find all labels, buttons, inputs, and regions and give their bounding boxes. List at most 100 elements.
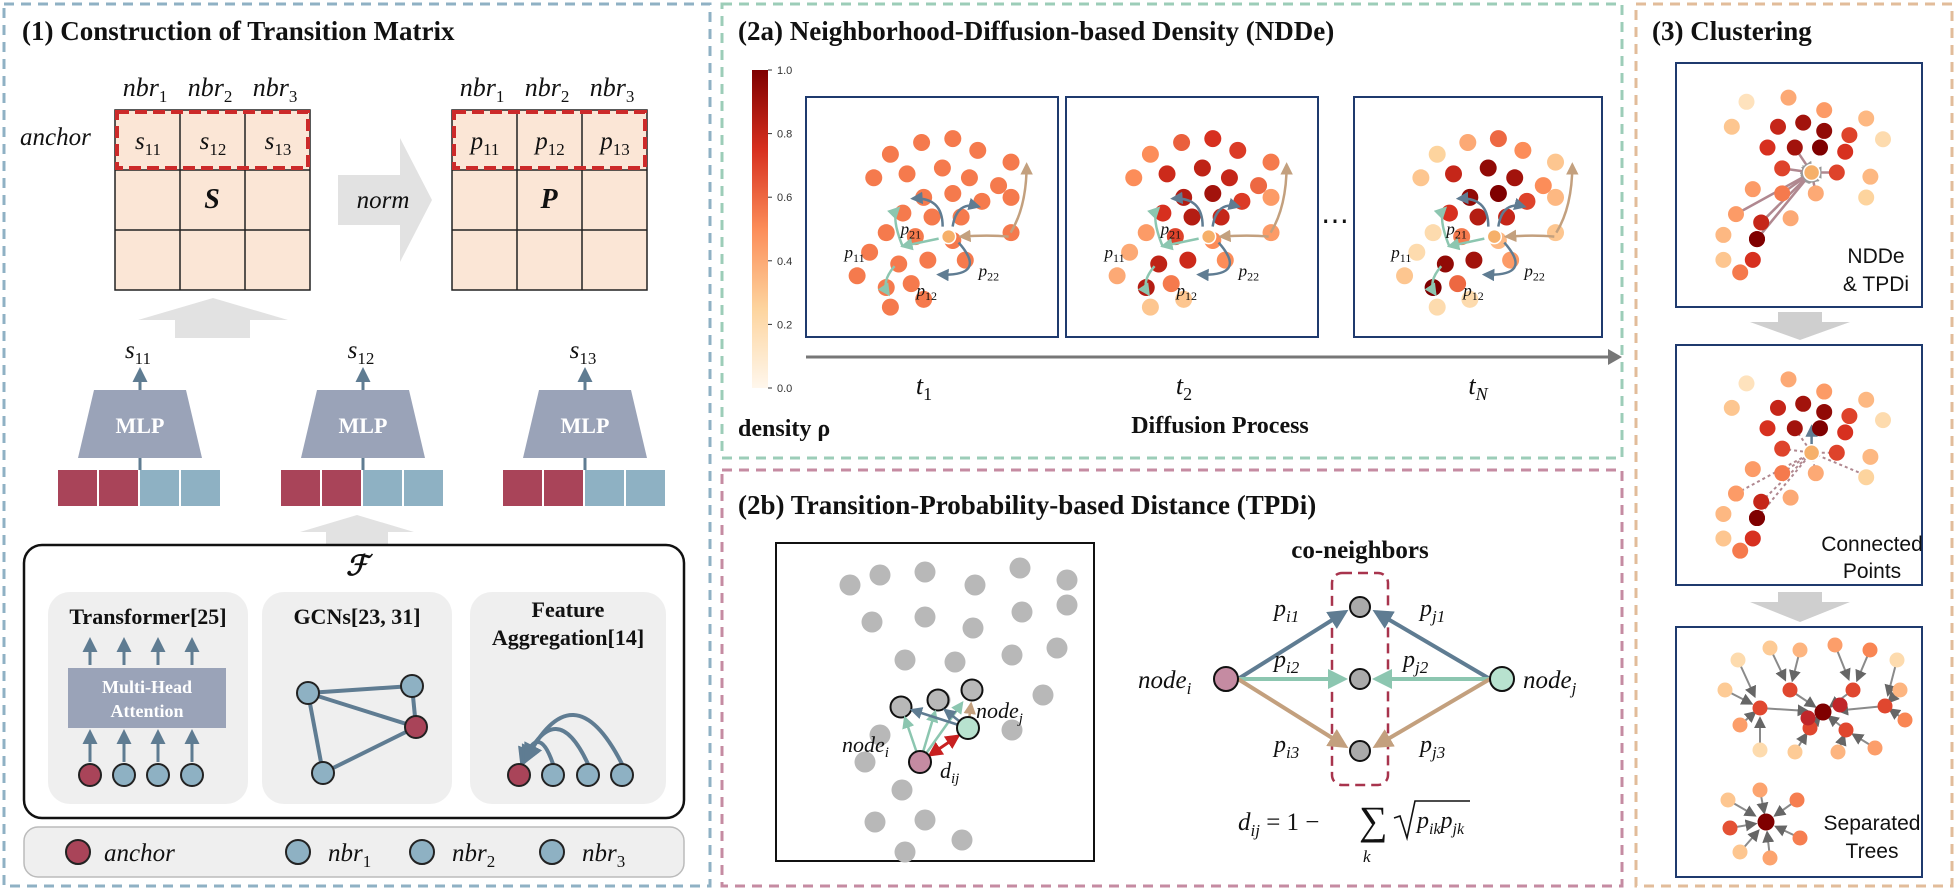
clustering-stage1-label-2: & TPDi — [1843, 273, 1909, 296]
tree-node — [1730, 652, 1746, 668]
density-point — [1396, 267, 1414, 285]
density-point — [1162, 275, 1180, 293]
colorbar-tick-label: 0.8 — [777, 129, 792, 141]
clustering-point — [1723, 118, 1740, 135]
multi-head-attention-block — [68, 668, 226, 728]
flow-arrow — [877, 265, 896, 297]
edge-label-pi1: pi1 — [1272, 596, 1299, 626]
tpdi-point — [894, 841, 916, 863]
clustering-point — [1786, 420, 1803, 437]
tree-node — [1800, 710, 1816, 726]
tpdi-point — [951, 829, 973, 851]
density-point — [1173, 134, 1191, 152]
colorbar-tick-label: 0.2 — [777, 319, 792, 331]
embedding-cell — [363, 470, 402, 506]
mlp-output-subscript: 11 — [135, 349, 151, 368]
density-point — [944, 184, 962, 202]
mlp-label: MLP — [339, 413, 388, 438]
clustering-point — [1744, 530, 1761, 547]
clustering-root — [1749, 510, 1765, 527]
tree-node — [1845, 682, 1861, 698]
clustering-point — [1828, 164, 1845, 181]
clustering-root — [1749, 231, 1765, 248]
density-point — [944, 130, 962, 148]
density-point — [1547, 153, 1565, 171]
density-point — [1002, 188, 1020, 206]
tpdi-point — [1001, 644, 1023, 666]
flow-arrow — [951, 197, 982, 227]
density-point — [1479, 159, 1497, 177]
clustering-point — [1858, 469, 1875, 486]
panel3-title: (3) Clustering — [1652, 16, 1812, 46]
clustering-point — [1774, 465, 1791, 482]
tpdi-point — [1056, 569, 1078, 591]
edge-label-pi3: pi3 — [1272, 732, 1299, 762]
tpdi-node-j-label: nodej — [976, 698, 1023, 727]
clustering-point — [1858, 391, 1875, 408]
diffusion-anchor — [940, 228, 957, 245]
tpdi-neighbor-point — [926, 688, 950, 712]
clustering-point — [1807, 465, 1824, 482]
diffusion-anchor — [1486, 228, 1503, 245]
tree-node — [1752, 782, 1768, 798]
density-point — [1449, 275, 1467, 293]
tree-node — [1877, 698, 1893, 714]
density-point — [881, 145, 899, 163]
density-point — [915, 290, 933, 308]
tree-node — [1722, 820, 1738, 836]
clustering-point — [1738, 93, 1755, 110]
clustering-point — [1862, 448, 1879, 465]
matrix-S-col-header-3: nbr3 — [253, 73, 298, 106]
density-label: density ρ — [738, 416, 830, 442]
matrix-P-col-header-2: nbr2 — [525, 73, 570, 106]
flow-arrow — [1433, 206, 1451, 247]
clustering-edge — [1735, 171, 1814, 216]
gcn-nbr-node-2 — [400, 674, 424, 698]
flow-arrow — [1555, 162, 1579, 234]
flow-arrow — [1196, 241, 1231, 282]
tpdi-neighbor-point — [960, 678, 984, 702]
flow-label-subscript: 11 — [853, 251, 865, 265]
clustering-point — [1786, 139, 1803, 156]
panel2b-border — [720, 468, 1624, 888]
aggregation-nbr-node-1 — [541, 763, 565, 787]
density-point — [1465, 251, 1483, 269]
clustering-point — [1759, 139, 1776, 156]
density-point — [1262, 188, 1280, 206]
density-point — [1204, 130, 1222, 148]
clustering-point — [1732, 264, 1749, 281]
flow-arrow — [910, 191, 944, 227]
tree-node — [1892, 682, 1908, 698]
clustering-stage2-frame — [1675, 344, 1923, 586]
tree-node — [1897, 712, 1913, 728]
density-point — [1412, 169, 1430, 187]
tpdi-point — [1032, 684, 1054, 706]
aggregation-anchor-node — [507, 763, 531, 787]
legend-nbr3-swatch — [539, 839, 565, 865]
aggregation-module-card — [470, 592, 666, 804]
flow-label-subscript: 22 — [1533, 270, 1545, 284]
tree-node — [1787, 744, 1803, 760]
tree-root — [1814, 703, 1832, 721]
clustering-point — [1812, 420, 1828, 437]
density-point — [877, 224, 895, 242]
tpdi-point — [944, 651, 966, 673]
clustering-point — [1753, 214, 1770, 231]
edge-label-pi2: pi2 — [1272, 647, 1300, 677]
clustering-hub — [1802, 163, 1821, 182]
embedding-cell — [181, 470, 220, 506]
density-point — [1193, 159, 1211, 177]
flow-arrow — [1218, 229, 1269, 243]
mlp-label: MLP — [116, 413, 165, 438]
clustering-point — [1715, 505, 1732, 522]
tree-edge — [1836, 703, 1886, 716]
matrix-P-col-header-1: nbr1 — [460, 73, 505, 106]
matrix-S-cell-s11: s11 — [135, 128, 161, 159]
tpdi-node-i-label: nodei — [842, 732, 889, 761]
time-label-tN: tN — [1468, 371, 1488, 404]
gcn-module-card — [262, 592, 452, 804]
clustering-point — [1841, 127, 1858, 144]
density-point — [1108, 267, 1126, 285]
